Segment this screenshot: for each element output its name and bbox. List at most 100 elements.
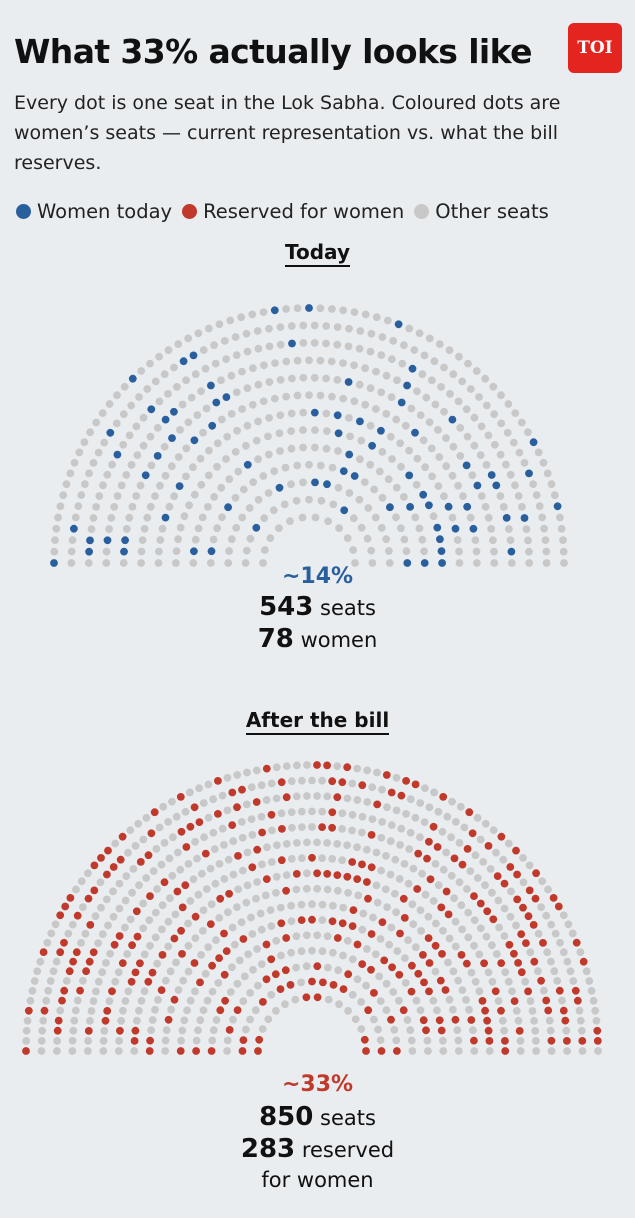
seat-dot-highlighted [553,502,562,511]
seat-dot-highlighted [212,398,221,407]
seat-dot-other [47,929,56,938]
seat-dot-other [395,996,403,1005]
seat-dot-other [376,935,385,943]
seat-dot-other [550,967,559,976]
seat-dot-other [133,1016,141,1025]
seat-dot-highlighted [501,1037,509,1045]
seat-dot-other [494,896,503,905]
seat-dot-other [136,481,145,490]
seat-dot-other [560,559,568,567]
seat-dot-other [287,480,295,489]
seat-dot-other [286,517,294,526]
seat-dot-other [354,891,363,900]
seat-dot-highlighted [425,959,434,967]
seat-dot-other [124,848,132,857]
seat-dot-other [227,535,236,544]
seat-dot-other [22,1026,31,1035]
seat-dot-highlighted [65,967,74,976]
seat-dot-other [233,979,242,988]
seat-dot-other [69,1026,78,1035]
seat-dot-other [344,888,352,897]
seat-dot-highlighted [220,970,229,979]
seat-dot-other [77,877,86,886]
seat-dot-other [511,481,519,490]
seat-dot-other [318,776,326,785]
seat-dot-other [439,926,447,935]
seat-dot-other [223,806,232,815]
seat-dot-highlighted [414,849,423,858]
seat-dot-other [210,493,219,501]
seat-dot-other [324,963,332,972]
seat-dot-other [504,839,513,848]
seat-dot-other [211,359,220,368]
seat-dot-highlighted [458,860,467,869]
seat-dot-other [338,825,346,833]
seat-dot-other [109,887,117,896]
seat-dot-other [375,467,384,476]
seat-dot-highlighted [433,843,442,851]
seat-dot-other [439,865,448,874]
seat-dot-highlighted [480,959,488,968]
seat-dot-other [99,1037,108,1045]
seat-dot-other [292,792,301,801]
seat-dot-other [208,987,217,996]
seat-dot-highlighted [451,524,460,533]
seat-dot-other [201,364,210,373]
seat-dot-other [369,913,377,922]
seat-dot-other [521,977,530,986]
seat-dot-highlighted [136,959,144,968]
seat-dot-other [400,341,408,350]
seat-dot-highlighted [438,950,446,958]
seat-dot-other [246,989,255,997]
seat-dot-other [299,339,308,347]
seat-dot-other [329,500,338,509]
seat-dot-highlighted [506,863,515,871]
seat-dot-other [191,535,200,544]
seat-dot-other [204,813,213,822]
seat-dot-other [348,955,357,964]
seat-dot-other [428,376,436,385]
seat-dot-other [196,1016,205,1025]
seat-dot-highlighted [367,965,375,974]
seat-dot-other [139,413,148,422]
seat-dot-other [139,924,148,933]
seat-dot-highlighted [308,853,316,862]
seat-dot-other [302,962,311,971]
seat-dot-other [439,1047,448,1055]
seat-dot-highlighted [513,895,522,904]
seat-dot-other [220,875,229,883]
seat-dot-highlighted [168,434,176,442]
seat-dot-highlighted [328,823,336,832]
seat-dot-highlighted [364,894,372,903]
seat-dot-other [125,513,134,522]
seat-dot-highlighted [69,957,77,966]
seat-dot-other [558,996,566,1005]
seat-dot-highlighted [145,1047,154,1055]
seat-dot-other [378,493,387,502]
seat-dot-other [345,324,353,333]
seat-dot-highlighted [216,1006,225,1015]
seat-dot-other [86,1017,94,1025]
seat-dot-highlighted [333,934,342,942]
seat-dot-other [303,761,311,769]
seat-dot-other [456,452,465,460]
seat-dot-highlighted [225,889,234,898]
seat-dot-highlighted [297,916,306,924]
seat-dot-highlighted [201,849,210,858]
seat-dot-highlighted [86,921,95,929]
chart-title-today: Today [0,240,635,267]
seat-dot-highlighted [131,1026,140,1035]
seat-dot-highlighted [328,917,337,926]
seat-dot-other [424,912,433,921]
seat-dot-highlighted [425,501,433,510]
seat-dot-other [156,481,164,490]
seat-dot-other [577,1026,586,1035]
seat-dot-other [410,346,419,354]
seat-dot-other [132,492,141,500]
seat-dot-other [442,434,450,442]
seat-dot-other [276,447,284,455]
percent-after-bill: ~33% [281,1072,354,1097]
seat-dot-other [89,514,98,522]
seat-dot-other [373,768,381,777]
seat-dot-other [229,1015,237,1024]
